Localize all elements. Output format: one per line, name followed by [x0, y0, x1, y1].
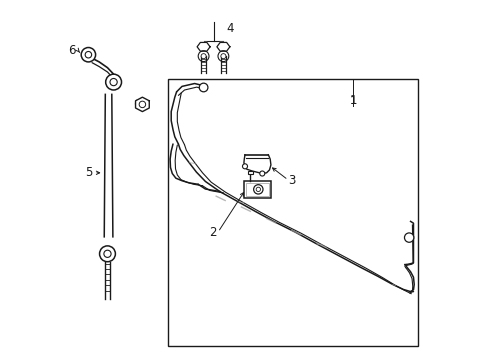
- Polygon shape: [197, 42, 210, 51]
- Bar: [168, 79, 418, 346]
- Circle shape: [260, 171, 265, 176]
- Circle shape: [199, 83, 208, 92]
- Text: 4: 4: [227, 22, 234, 35]
- Circle shape: [99, 246, 116, 262]
- Polygon shape: [136, 97, 149, 112]
- Text: 6: 6: [69, 44, 76, 57]
- Circle shape: [256, 187, 261, 192]
- Bar: [247, 171, 253, 174]
- Circle shape: [218, 51, 229, 62]
- Text: 1: 1: [349, 96, 357, 106]
- Polygon shape: [217, 42, 230, 51]
- Circle shape: [81, 48, 96, 62]
- Circle shape: [85, 51, 92, 58]
- Circle shape: [243, 164, 247, 169]
- Circle shape: [198, 51, 209, 62]
- Circle shape: [201, 54, 206, 59]
- Text: 5: 5: [85, 166, 92, 179]
- Circle shape: [106, 74, 122, 90]
- Circle shape: [404, 233, 414, 242]
- Bar: [245, 183, 269, 196]
- Circle shape: [110, 78, 117, 86]
- Circle shape: [221, 54, 226, 59]
- Circle shape: [254, 185, 263, 194]
- Text: 6: 6: [133, 98, 141, 111]
- Bar: [244, 181, 271, 198]
- Text: 1: 1: [349, 94, 357, 107]
- Circle shape: [139, 101, 146, 108]
- Text: 3: 3: [288, 174, 295, 186]
- Text: 2: 2: [209, 226, 217, 239]
- Circle shape: [104, 250, 111, 257]
